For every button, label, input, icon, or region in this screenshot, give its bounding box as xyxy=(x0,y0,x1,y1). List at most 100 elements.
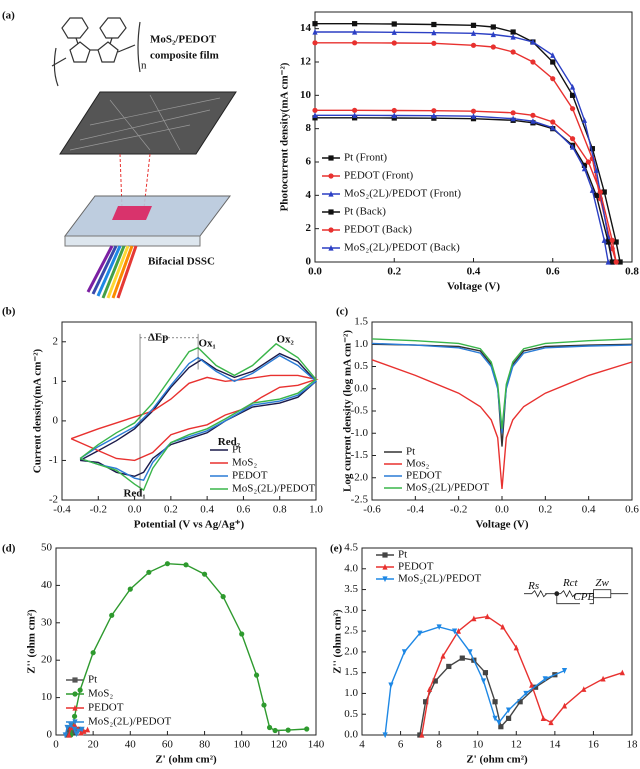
marker xyxy=(505,707,512,714)
marker xyxy=(164,561,171,567)
marker xyxy=(71,721,78,728)
y-tick-label: 0.0 xyxy=(344,729,358,741)
y-tick-label: 4 xyxy=(306,189,312,201)
series-line xyxy=(421,615,623,736)
marker xyxy=(532,684,539,690)
marker xyxy=(569,83,576,90)
x-tick-label: 18 xyxy=(627,739,639,751)
annotation: Red₂ xyxy=(218,436,241,448)
marker xyxy=(540,715,546,721)
x-axis-label: Z' (ohm cm²) xyxy=(466,754,528,766)
marker xyxy=(605,258,611,265)
y-tick-label: 0 xyxy=(53,414,59,426)
marker xyxy=(328,244,334,251)
marker xyxy=(513,644,519,651)
marker xyxy=(510,29,516,35)
marker xyxy=(492,715,498,722)
y-tick-label: 3.5 xyxy=(344,583,358,595)
marker xyxy=(328,209,334,215)
circuit-node xyxy=(554,591,560,597)
marker xyxy=(500,623,506,630)
marker xyxy=(62,732,68,739)
marker xyxy=(64,724,70,731)
y-tick-label: 1 xyxy=(53,375,59,387)
legend-label: Pt xyxy=(232,444,241,456)
illustration-label: Bifacial DSSC xyxy=(148,256,215,268)
marker xyxy=(550,76,556,82)
marker xyxy=(619,669,625,676)
x-tick-label: 0.8 xyxy=(273,504,287,516)
y-tick-label: -2.5 xyxy=(351,494,369,506)
marker xyxy=(391,21,397,27)
marker xyxy=(471,615,477,622)
x-tick-label: 1.0 xyxy=(309,504,323,516)
y-tick-label: -1.5 xyxy=(351,449,369,461)
x-tick-label: 140 xyxy=(308,739,325,751)
marker xyxy=(593,167,599,173)
inset-label: Rct xyxy=(562,577,579,589)
marker xyxy=(589,146,595,152)
marker xyxy=(510,110,516,116)
marker xyxy=(613,239,619,245)
marker xyxy=(490,31,496,38)
marker xyxy=(561,702,568,709)
legend-label: PEDOT (Back) xyxy=(344,224,412,236)
marker xyxy=(352,107,358,113)
marker xyxy=(550,119,556,125)
plot-frame xyxy=(361,547,633,736)
film-texture xyxy=(69,94,221,151)
marker xyxy=(597,189,603,195)
y-tick-label: 3.0 xyxy=(344,604,358,616)
marker xyxy=(569,143,576,150)
x-tick-label: -0.6 xyxy=(363,504,381,516)
marker xyxy=(431,108,437,114)
marker xyxy=(431,40,437,46)
marker xyxy=(266,724,273,731)
marker xyxy=(510,49,516,55)
x-tick-label: -0.4 xyxy=(407,504,425,516)
marker xyxy=(312,112,318,118)
marker xyxy=(72,691,78,697)
marker xyxy=(498,724,504,730)
marker xyxy=(312,40,318,46)
x-tick-label: 0.4 xyxy=(582,504,596,516)
marker xyxy=(467,649,473,655)
y-tick-label: -2.0 xyxy=(351,471,369,483)
y-tick-label: 1.0 xyxy=(344,687,358,699)
series-line xyxy=(70,374,319,462)
x-axis-label: Voltage (V) xyxy=(475,519,528,531)
marker xyxy=(581,117,588,123)
y-tick-label: 2 xyxy=(306,222,312,234)
marker xyxy=(183,562,189,568)
cell-edge xyxy=(64,235,201,247)
panel-label: (c) xyxy=(336,306,349,318)
y-tick-label: 2 xyxy=(53,335,59,347)
marker xyxy=(285,727,291,733)
illustration-label: MoS₂/PEDOT xyxy=(150,34,217,46)
marker xyxy=(617,259,623,265)
y-tick-label: 10 xyxy=(41,691,53,703)
x-tick-label: 100 xyxy=(233,739,250,751)
y-tick-label: 8 xyxy=(306,122,312,134)
circuit-zw xyxy=(593,589,612,599)
active-area xyxy=(112,206,152,220)
y-tick-label: 50 xyxy=(41,542,53,554)
legend-label: MoS₂ xyxy=(232,457,257,469)
y-axis-label: Current density(mA cm⁻²) xyxy=(32,348,44,473)
legend-label: MoS₂(2L)/PEDOT (Back) xyxy=(344,242,460,254)
inset-label: Rs xyxy=(527,580,539,592)
marker xyxy=(470,22,477,28)
marker xyxy=(68,722,74,729)
y-tick-label: 20 xyxy=(41,654,53,666)
marker xyxy=(492,699,498,705)
marker xyxy=(496,719,502,726)
x-tick-label: 0.6 xyxy=(625,504,639,516)
marker xyxy=(431,21,437,28)
marker xyxy=(72,677,78,683)
panel-label: (b) xyxy=(2,306,16,318)
marker xyxy=(451,628,458,635)
rainbow xyxy=(86,245,138,299)
marker xyxy=(589,187,595,193)
series-line xyxy=(371,343,633,447)
marker xyxy=(593,192,599,198)
